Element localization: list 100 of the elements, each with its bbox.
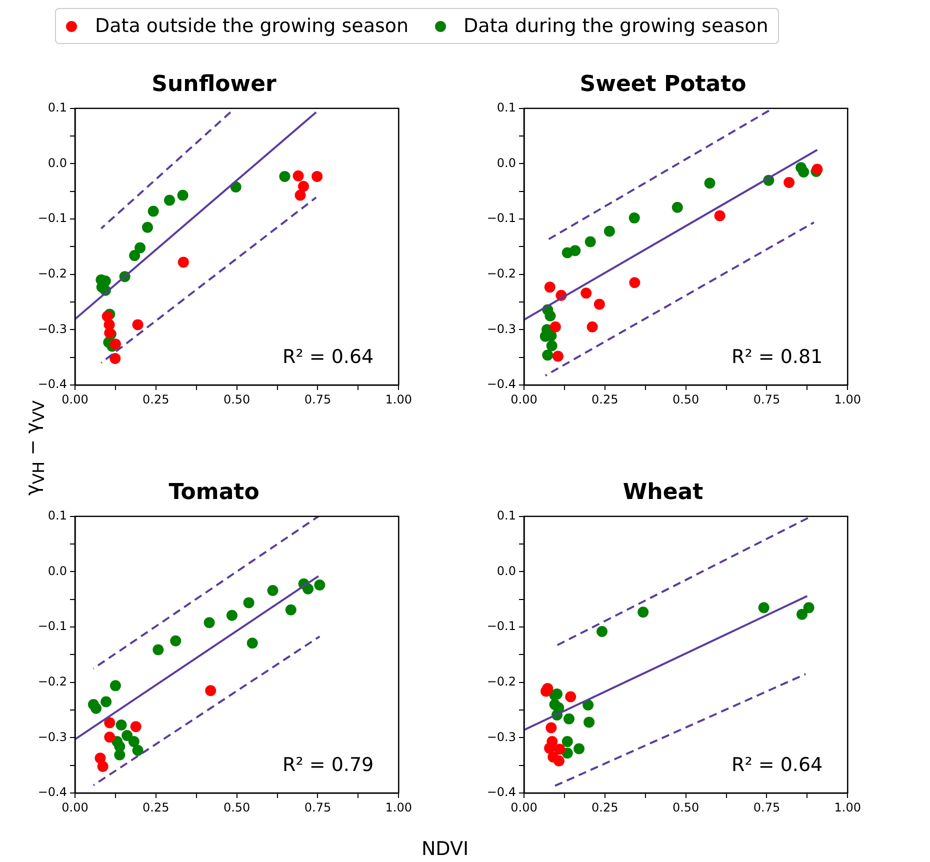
annotation: R² = 0.81 xyxy=(732,346,823,368)
y-tick-label: −0.2 xyxy=(486,674,516,688)
y-tick-label: 0.0 xyxy=(48,564,67,578)
point xyxy=(544,282,556,293)
x-tick-label: 1.00 xyxy=(385,392,412,406)
y-tick-label: 0.1 xyxy=(48,100,67,115)
point xyxy=(312,170,323,182)
point xyxy=(553,755,564,766)
point xyxy=(164,194,176,206)
x-tick-label: 0.00 xyxy=(62,392,88,406)
x-tick-label: 0.50 xyxy=(672,392,700,406)
point xyxy=(267,585,278,596)
point xyxy=(584,716,595,728)
y-tick-label: −0.4 xyxy=(38,377,67,392)
y-tick-label: −0.2 xyxy=(486,266,516,280)
point xyxy=(586,321,598,332)
chart-title: Sunflower xyxy=(152,72,276,97)
point xyxy=(629,277,640,288)
y-tick-label: −0.1 xyxy=(38,211,67,226)
point xyxy=(302,583,314,594)
point xyxy=(582,700,594,711)
y-tick-label: −0.1 xyxy=(486,619,516,634)
annotation: R² = 0.79 xyxy=(282,754,374,776)
point xyxy=(132,744,144,756)
point xyxy=(285,604,296,616)
point xyxy=(714,210,726,222)
point xyxy=(100,696,112,708)
annotation: R² = 0.64 xyxy=(732,754,823,776)
y-tick-label: 0.0 xyxy=(496,564,516,578)
x-tick-label: 0.25 xyxy=(592,800,618,814)
point xyxy=(540,686,552,697)
point xyxy=(594,298,605,310)
y-tick-label: −0.1 xyxy=(38,619,67,634)
y-tick-label: −0.2 xyxy=(38,674,67,688)
point xyxy=(129,250,140,262)
y-tick-label: 0.0 xyxy=(48,156,67,170)
point xyxy=(544,310,556,322)
point xyxy=(114,749,126,760)
point xyxy=(784,177,795,188)
point xyxy=(672,202,683,213)
x-tick-label: 0.00 xyxy=(510,392,538,406)
point xyxy=(580,288,592,299)
x-tick-label: 1.00 xyxy=(385,800,412,814)
point xyxy=(110,338,121,350)
point xyxy=(243,597,254,608)
point xyxy=(205,685,216,696)
point xyxy=(116,719,127,730)
y-tick-label: −0.4 xyxy=(486,785,516,800)
point xyxy=(110,680,121,692)
point xyxy=(554,744,566,755)
x-tick-label: 1.00 xyxy=(834,392,861,406)
x-tick-label: 0.75 xyxy=(304,800,332,814)
y-tick-label: −0.2 xyxy=(38,266,67,280)
point xyxy=(798,166,810,178)
point xyxy=(546,340,558,352)
x-tick-label: 0.75 xyxy=(753,800,780,814)
x-tick-label: 0.50 xyxy=(672,800,700,814)
point xyxy=(544,742,556,754)
y-tick-label: 0.1 xyxy=(496,508,516,523)
point xyxy=(90,702,102,714)
annotation: R² = 0.64 xyxy=(282,346,374,368)
x-tick-label: 0.00 xyxy=(62,800,88,814)
point xyxy=(796,608,808,620)
legend-label: Data outside the growing season xyxy=(95,15,409,37)
x-tick-label: 0.50 xyxy=(223,392,250,406)
point xyxy=(292,170,304,182)
legend-label: Data during the growing season xyxy=(464,15,768,37)
point xyxy=(279,170,290,182)
point xyxy=(110,352,121,364)
point xyxy=(170,635,182,646)
point xyxy=(550,321,561,332)
point xyxy=(604,226,615,237)
point xyxy=(584,236,596,248)
x-axis-title: NDVI xyxy=(421,838,469,860)
point xyxy=(298,180,309,192)
point xyxy=(552,688,563,700)
point xyxy=(104,732,116,743)
point xyxy=(130,721,142,732)
point xyxy=(704,178,716,189)
point xyxy=(152,644,164,656)
x-tick-label: 0.75 xyxy=(753,392,780,406)
point xyxy=(294,190,306,201)
point xyxy=(542,350,554,361)
point xyxy=(204,617,215,628)
y-tick-label: 0.0 xyxy=(496,156,516,170)
point xyxy=(246,638,258,649)
chart-title: Wheat xyxy=(622,480,704,505)
point xyxy=(565,691,576,702)
y-tick-label: −0.4 xyxy=(486,377,516,392)
point xyxy=(104,717,116,728)
point xyxy=(148,206,159,217)
x-tick-label: 0.25 xyxy=(142,392,170,406)
x-tick-label: 1.00 xyxy=(834,800,861,814)
x-tick-label: 0.00 xyxy=(510,800,538,814)
y-tick-label: −0.3 xyxy=(38,322,67,336)
point xyxy=(314,579,326,590)
y-tick-label: 0.1 xyxy=(48,508,67,523)
point xyxy=(546,722,557,734)
point xyxy=(134,242,146,254)
x-tick-label: 0.50 xyxy=(223,800,250,814)
